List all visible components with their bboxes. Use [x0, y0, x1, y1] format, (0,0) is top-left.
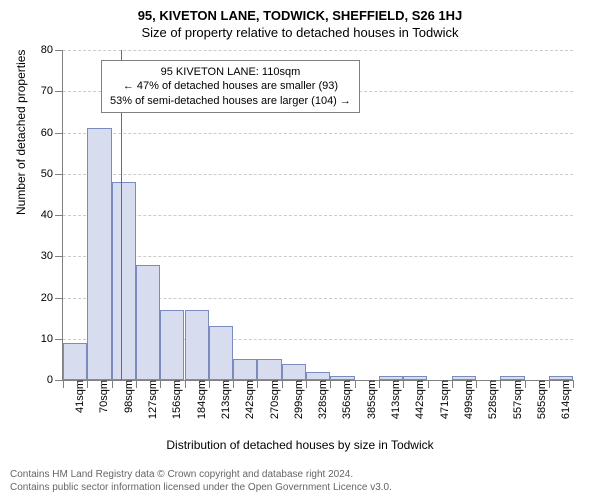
y-tick-label: 40: [41, 209, 63, 221]
histogram-bar: [160, 310, 184, 380]
grid-line: [63, 256, 573, 257]
annotation-line: 95 KIVETON LANE: 110sqm: [110, 65, 351, 79]
annotation-line: ← 47% of detached houses are smaller (93…: [110, 79, 351, 93]
footer-line2: Contains public sector information licen…: [10, 481, 392, 494]
footer-line1: Contains HM Land Registry data © Crown c…: [10, 468, 392, 481]
x-tick: [573, 380, 574, 388]
histogram-bar: [136, 265, 160, 381]
y-tick-label: 10: [41, 333, 63, 345]
histogram-bar: [185, 310, 209, 380]
x-tick-label: 385sqm: [356, 380, 378, 419]
x-tick-label: 270sqm: [259, 380, 281, 419]
x-tick-label: 156sqm: [161, 380, 183, 419]
x-tick-label: 471sqm: [429, 380, 451, 419]
y-tick-label: 30: [41, 250, 63, 262]
x-tick-label: 585sqm: [526, 380, 548, 419]
y-tick-label: 20: [41, 292, 63, 304]
x-tick-label: 98sqm: [113, 380, 135, 413]
histogram-bar: [112, 182, 136, 380]
histogram-bar: [282, 364, 306, 381]
x-tick-label: 328sqm: [307, 380, 329, 419]
grid-line: [63, 174, 573, 175]
histogram-bar: [63, 343, 87, 380]
x-tick-label: 41sqm: [64, 380, 86, 413]
y-axis-title: Number of detached properties: [14, 50, 28, 215]
x-tick-label: 213sqm: [210, 380, 232, 419]
histogram-chart: 0102030405060708041sqm70sqm98sqm127sqm15…: [62, 50, 573, 381]
x-tick-label: 499sqm: [453, 380, 475, 419]
footer-attribution: Contains HM Land Registry data © Crown c…: [10, 468, 392, 494]
x-tick-label: 242sqm: [234, 380, 256, 419]
x-tick-label: 442sqm: [404, 380, 426, 419]
histogram-bar: [87, 128, 111, 380]
annotation-line: 53% of semi-detached houses are larger (…: [110, 94, 351, 108]
page-subtitle: Size of property relative to detached ho…: [0, 23, 600, 40]
x-tick-label: 614sqm: [550, 380, 572, 419]
x-tick-label: 356sqm: [331, 380, 353, 419]
x-tick-label: 557sqm: [502, 380, 524, 419]
y-tick-label: 0: [47, 374, 63, 386]
y-tick-label: 50: [41, 168, 63, 180]
grid-line: [63, 133, 573, 134]
histogram-bar: [306, 372, 330, 380]
x-tick-label: 127sqm: [137, 380, 159, 419]
x-tick-label: 299sqm: [283, 380, 305, 419]
y-tick-label: 80: [41, 44, 63, 56]
histogram-bar: [233, 359, 257, 380]
x-tick-label: 70sqm: [88, 380, 110, 413]
histogram-bar: [209, 326, 233, 380]
x-tick-label: 184sqm: [186, 380, 208, 419]
grid-line: [63, 215, 573, 216]
histogram-bar: [257, 359, 281, 380]
page-title: 95, KIVETON LANE, TODWICK, SHEFFIELD, S2…: [0, 0, 600, 23]
grid-line: [63, 50, 573, 51]
x-tick-label: 528sqm: [477, 380, 499, 419]
y-tick-label: 60: [41, 127, 63, 139]
y-tick-label: 70: [41, 85, 63, 97]
x-tick-label: 413sqm: [380, 380, 402, 419]
x-axis-title: Distribution of detached houses by size …: [0, 438, 600, 452]
annotation-box: 95 KIVETON LANE: 110sqm← 47% of detached…: [101, 60, 360, 113]
